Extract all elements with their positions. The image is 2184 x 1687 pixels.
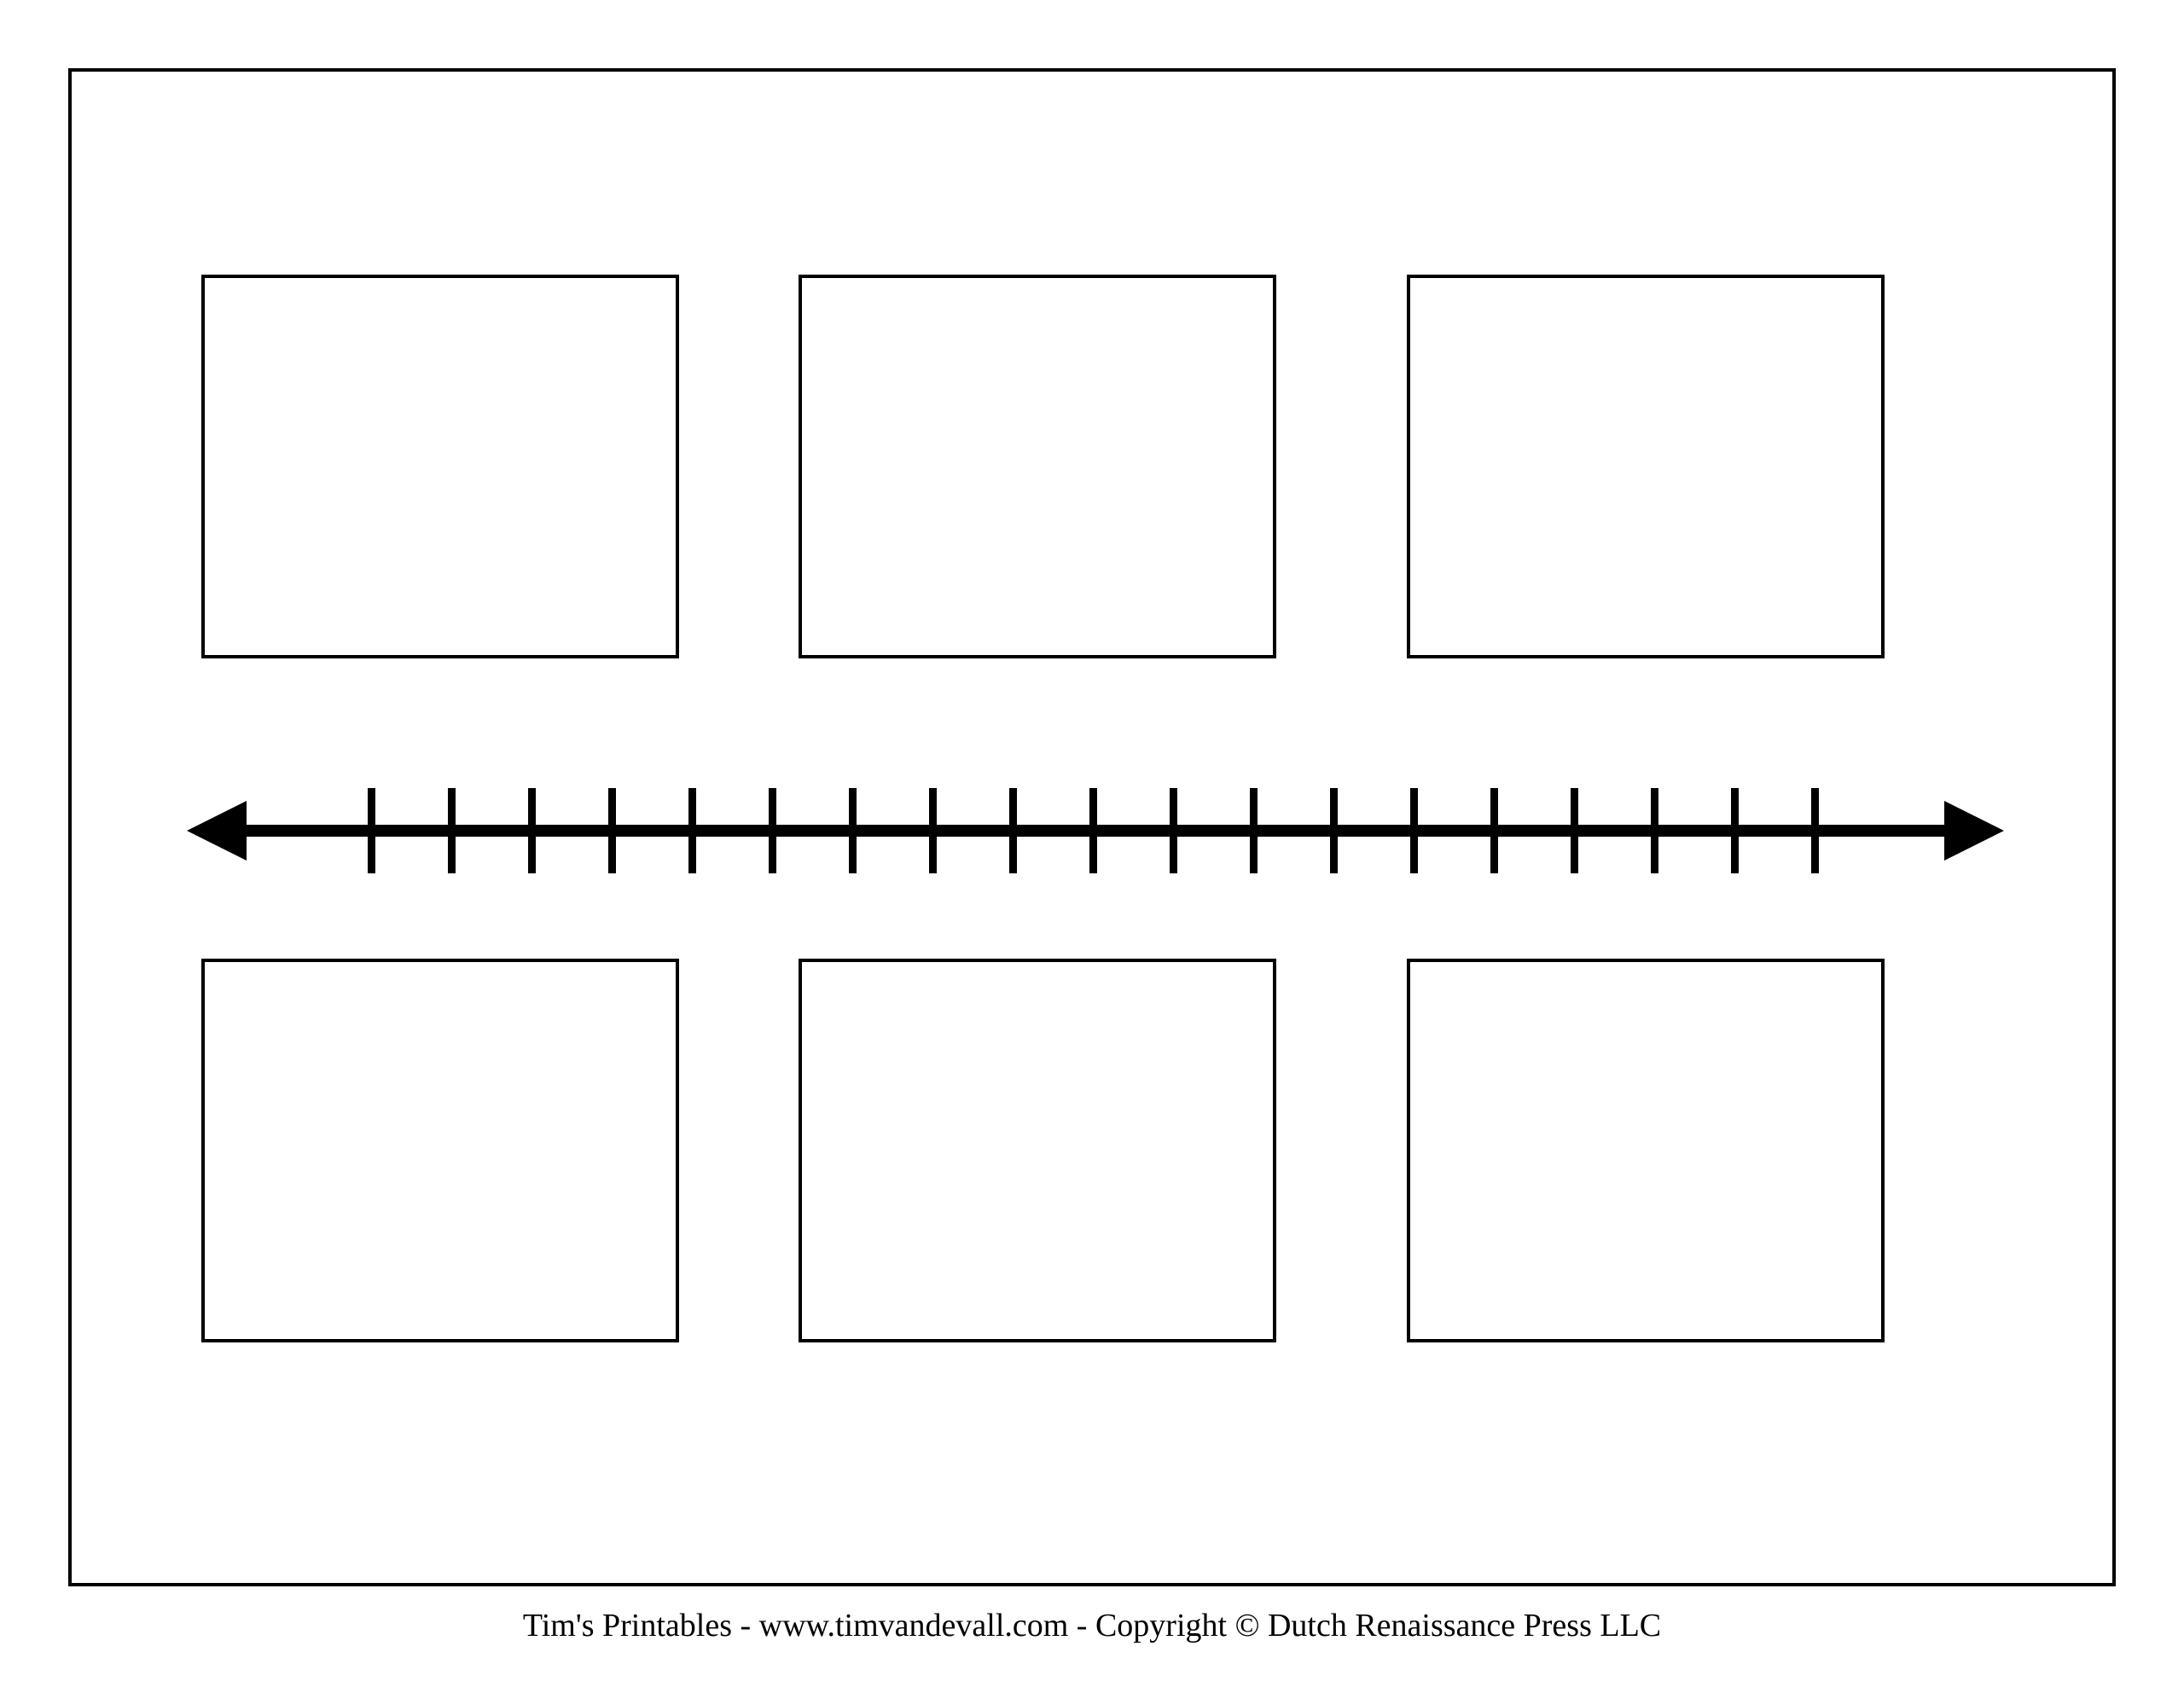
timeline-tick bbox=[1250, 788, 1258, 873]
timeline-tick bbox=[929, 788, 937, 873]
timeline-tick bbox=[368, 788, 375, 873]
timeline-tick bbox=[769, 788, 776, 873]
timeline-tick bbox=[1089, 788, 1097, 873]
outer-frame bbox=[68, 68, 2116, 1586]
timeline bbox=[187, 783, 2004, 878]
timeline-tick bbox=[608, 788, 616, 873]
timeline-tick bbox=[1811, 788, 1819, 873]
timeline-tick bbox=[1731, 788, 1739, 873]
timeline-tick bbox=[1651, 788, 1658, 873]
footer-attribution: Tim's Printables - www.timvandevall.com … bbox=[523, 1607, 1661, 1644]
timeline-tick bbox=[528, 788, 536, 873]
timeline-tick bbox=[1170, 788, 1177, 873]
content-box-top-2 bbox=[799, 275, 1276, 658]
arrowhead-right-icon bbox=[1944, 801, 2004, 861]
content-box-top-1 bbox=[201, 275, 679, 658]
content-box-bottom-1 bbox=[201, 959, 679, 1342]
timeline-tick bbox=[448, 788, 456, 873]
content-box-bottom-3 bbox=[1407, 959, 1885, 1342]
timeline-svg bbox=[187, 783, 2004, 878]
timeline-tick bbox=[1009, 788, 1017, 873]
arrowhead-left-icon bbox=[187, 801, 247, 861]
timeline-tick bbox=[1571, 788, 1578, 873]
content-box-top-3 bbox=[1407, 275, 1885, 658]
timeline-tick bbox=[688, 788, 696, 873]
timeline-tick bbox=[1490, 788, 1498, 873]
timeline-tick bbox=[849, 788, 857, 873]
timeline-tick bbox=[1330, 788, 1338, 873]
content-box-bottom-2 bbox=[799, 959, 1276, 1342]
timeline-tick bbox=[1410, 788, 1418, 873]
page-wrapper bbox=[68, 68, 2116, 1586]
